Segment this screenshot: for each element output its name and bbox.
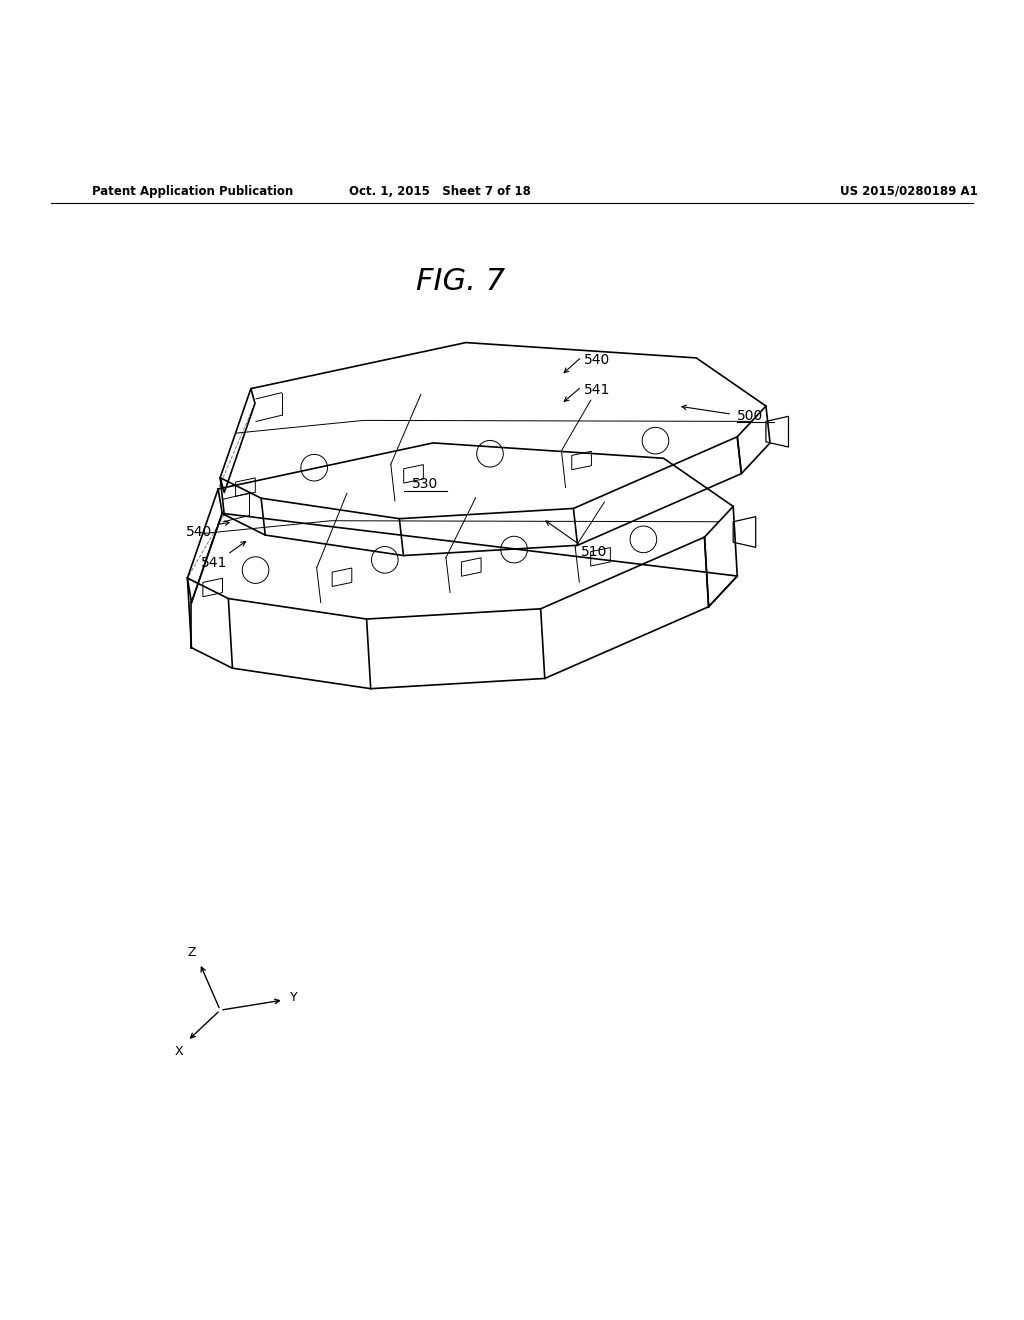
Text: 541: 541 <box>584 383 610 397</box>
Text: 540: 540 <box>584 352 610 367</box>
Text: Patent Application Publication: Patent Application Publication <box>92 185 294 198</box>
Text: 540: 540 <box>185 525 212 539</box>
Text: Oct. 1, 2015   Sheet 7 of 18: Oct. 1, 2015 Sheet 7 of 18 <box>349 185 531 198</box>
Text: 500: 500 <box>737 409 764 424</box>
Text: 530: 530 <box>412 477 438 491</box>
Text: FIG. 7: FIG. 7 <box>417 267 505 296</box>
Text: X: X <box>175 1044 183 1057</box>
Text: US 2015/0280189 A1: US 2015/0280189 A1 <box>840 185 978 198</box>
Text: 541: 541 <box>201 556 227 570</box>
Text: Z: Z <box>187 946 196 960</box>
Text: Y: Y <box>290 991 298 1005</box>
Text: 510: 510 <box>581 545 607 560</box>
